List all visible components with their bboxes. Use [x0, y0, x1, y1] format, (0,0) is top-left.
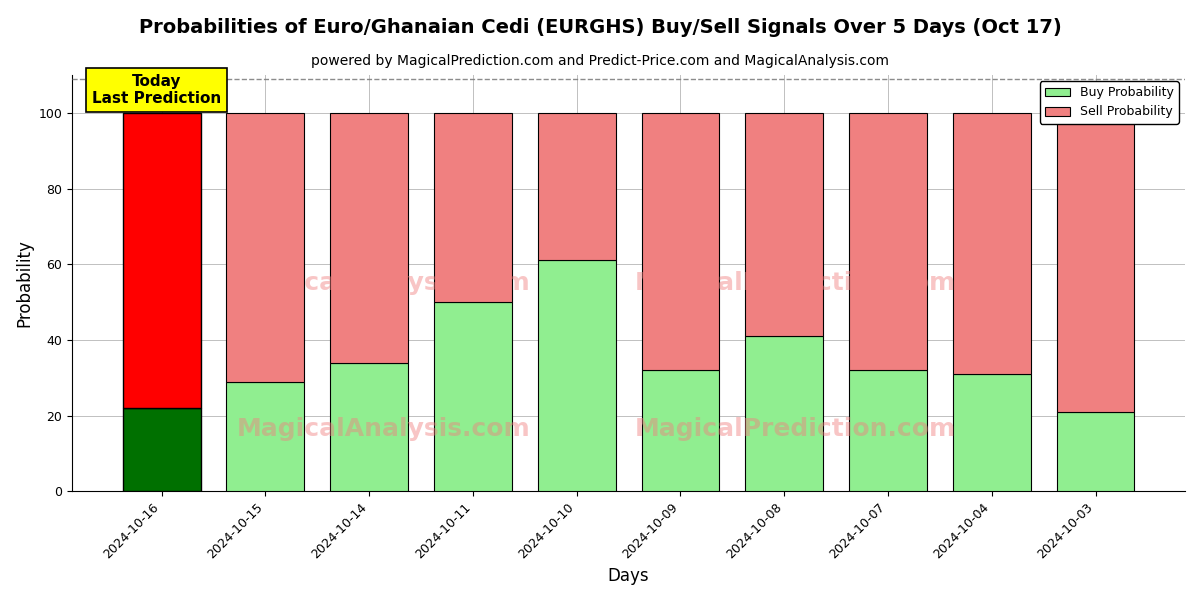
Text: MagicalPrediction.com: MagicalPrediction.com	[635, 417, 956, 441]
Text: powered by MagicalPrediction.com and Predict-Price.com and MagicalAnalysis.com: powered by MagicalPrediction.com and Pre…	[311, 54, 889, 68]
Bar	[745, 113, 823, 336]
Legend: Buy Probability, Sell Probability: Buy Probability, Sell Probability	[1040, 81, 1178, 124]
Bar	[538, 260, 616, 491]
Bar	[434, 113, 512, 302]
Bar	[434, 302, 512, 491]
Text: MagicalPrediction.com: MagicalPrediction.com	[635, 271, 956, 295]
Bar	[850, 113, 926, 370]
Bar	[1056, 412, 1134, 491]
Bar	[227, 382, 305, 491]
Bar	[1056, 113, 1134, 412]
Bar	[642, 113, 719, 370]
Bar	[122, 408, 200, 491]
Bar	[642, 370, 719, 491]
X-axis label: Days: Days	[607, 567, 649, 585]
Text: MagicalAnalysis.com: MagicalAnalysis.com	[236, 417, 530, 441]
Bar	[953, 113, 1031, 374]
Bar	[227, 113, 305, 382]
Bar	[330, 113, 408, 362]
Bar	[850, 370, 926, 491]
Bar	[538, 113, 616, 260]
Y-axis label: Probability: Probability	[16, 239, 34, 327]
Bar	[122, 113, 200, 408]
Text: Probabilities of Euro/Ghanaian Cedi (EURGHS) Buy/Sell Signals Over 5 Days (Oct 1: Probabilities of Euro/Ghanaian Cedi (EUR…	[139, 18, 1061, 37]
Text: Today
Last Prediction: Today Last Prediction	[92, 74, 221, 106]
Text: MagicalAnalysis.com: MagicalAnalysis.com	[236, 271, 530, 295]
Bar	[330, 362, 408, 491]
Bar	[745, 336, 823, 491]
Bar	[953, 374, 1031, 491]
